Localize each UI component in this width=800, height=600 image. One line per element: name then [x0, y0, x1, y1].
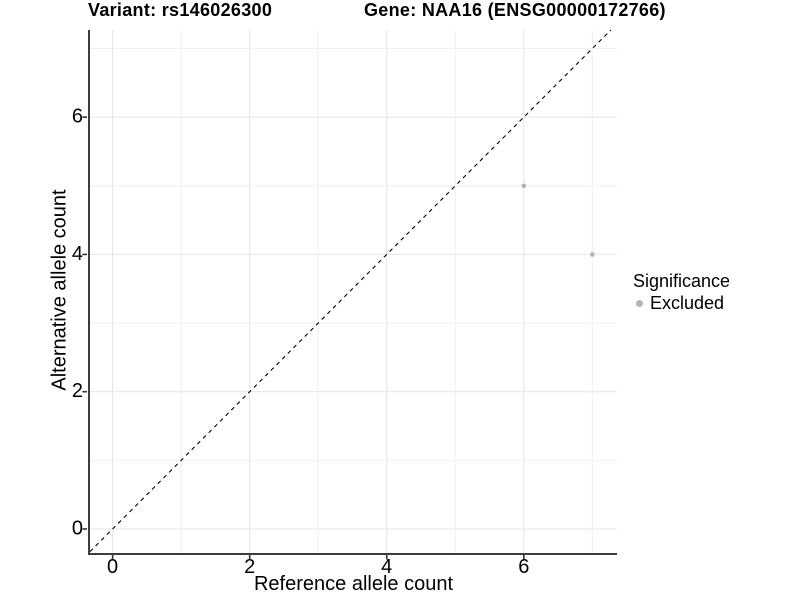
- legend-point-icon: [636, 300, 643, 307]
- y-axis-title: Alternative allele count: [48, 189, 71, 391]
- legend: Significance Excluded: [633, 271, 730, 313]
- plot-title-gene: Gene: NAA16 (ENSG00000172766): [364, 0, 666, 20]
- x-tick-label: 6: [518, 556, 529, 578]
- identity-line: [89, 29, 612, 553]
- y-tick-label: 2: [72, 380, 83, 402]
- x-axis-title: Reference allele count: [253, 573, 453, 595]
- legend-item-label: Excluded: [650, 293, 725, 313]
- legend-item-excluded: Excluded: [633, 294, 730, 313]
- y-tick-label: 0: [72, 517, 83, 539]
- x-tick-label: 2: [244, 556, 255, 578]
- x-tick-label: 0: [107, 556, 118, 578]
- y-tick-label: 4: [72, 243, 83, 265]
- x-tick-label: 4: [381, 556, 392, 578]
- y-tick-label: 6: [72, 106, 83, 128]
- plot-title-variant: Variant: rs146026300: [88, 0, 273, 20]
- data-point: [521, 183, 527, 189]
- data-point: [590, 252, 595, 257]
- legend-title: Significance: [633, 271, 731, 291]
